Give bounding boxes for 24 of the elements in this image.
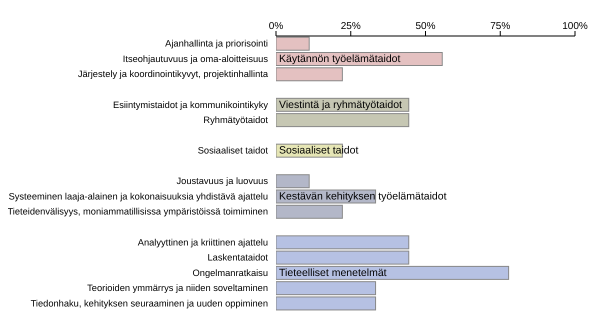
y-tick-label: Järjestely ja koordinointikyvyt, projektinhallinta [78, 69, 269, 80]
y-tick-label: Ajanhallinta ja priorisointi [165, 38, 268, 49]
y-tick-label: Joustavuus ja luovuus [176, 176, 268, 186]
x-tick-label: 25% [340, 21, 361, 32]
x-tick-label: 100% [562, 21, 588, 32]
x-tick-label: 75% [490, 21, 510, 32]
y-tick-label: Ryhmätyötaidot [203, 115, 268, 126]
y-tick-label: Systeeminen laaja-alainen ja kokonaisuuksia yhdistävä ajattelu [8, 191, 268, 202]
y-tick-label: Sosiaaliset taidot [198, 146, 268, 156]
annotation: Tieteelliset menetelmät [279, 266, 387, 279]
annotation: Viestintä ja ryhmätyötaidot [279, 98, 402, 111]
annotation: Käytännön työelämätaidot [279, 53, 400, 65]
y-tick-label: Laskentataidot [208, 252, 268, 263]
y-tick-label: Itseohjautuvuus ja oma-aloitteisuus [122, 54, 268, 64]
y-tick-label: Ongelmanratkaisu [192, 268, 268, 278]
x-tick-label: 0% [268, 21, 284, 32]
y-tick-label: Tieteidenvälisyys, moniammatillisissa ympäristöissä toimiminen [7, 206, 268, 217]
annotation: Sosiaaliset taidot [279, 144, 358, 157]
y-tick-label: Teorioiden ymmärrys ja niiden soveltaminen [87, 283, 268, 294]
y-tick-label: Analyyttinen ja kriittinen ajattelu [138, 237, 268, 248]
y-tick-label: Esiintymistaidot ja kommunikointikyky [113, 100, 268, 110]
x-tick-label: 50% [415, 21, 436, 32]
annotation: Kestävän kehityksen työelämätaidot [279, 190, 447, 202]
y-tick-label: Tiedonhaku, kehityksen seuraaminen ja uuden oppiminen [30, 298, 268, 308]
